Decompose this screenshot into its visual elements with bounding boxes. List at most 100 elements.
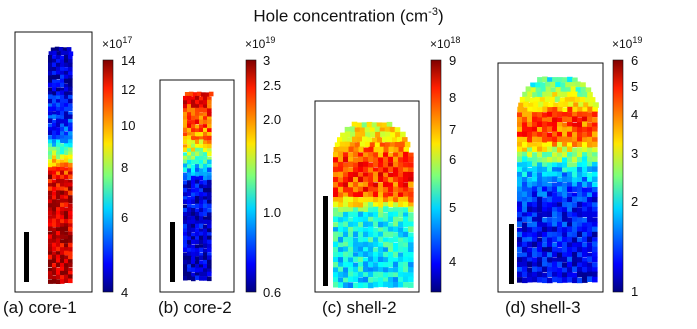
map-pixel: [60, 262, 65, 268]
map-pixel: [56, 62, 61, 68]
map-pixel: [388, 272, 394, 278]
map-pixel: [373, 206, 379, 213]
panel-b-frame: [159, 79, 235, 293]
map-pixel: [388, 282, 394, 288]
map-pixel: [348, 152, 354, 158]
map-pixel: [60, 107, 65, 112]
map-pixel: [52, 119, 57, 125]
map-pixel: [191, 115, 196, 121]
map-pixel: [195, 171, 200, 177]
map-pixel: [183, 108, 188, 113]
map-pixel: [343, 146, 350, 153]
map-pixel: [183, 124, 188, 129]
map-pixel: [577, 222, 583, 229]
map-pixel: [363, 231, 369, 238]
map-pixel: [368, 172, 374, 179]
map-pixel: [532, 257, 538, 263]
map-pixel: [559, 97, 566, 104]
map-pixel: [403, 237, 409, 243]
map-pixel: [183, 155, 188, 161]
map-pixel: [567, 106, 573, 113]
map-pixel: [343, 272, 349, 279]
map-pixel: [572, 192, 578, 199]
map-pixel: [383, 177, 389, 183]
map-pixel: [199, 163, 204, 169]
map-pixel: [522, 256, 528, 263]
map-pixel: [52, 267, 57, 272]
map-pixel: [393, 161, 399, 168]
map-pixel: [195, 115, 200, 121]
map-pixel: [60, 206, 65, 212]
map-pixel: [199, 152, 204, 157]
map-pixel: [348, 241, 354, 248]
map-pixel: [542, 171, 548, 178]
map-pixel: [363, 272, 369, 278]
map-pixel: [527, 187, 533, 194]
map-pixel: [542, 91, 548, 98]
map-pixel: [393, 267, 399, 273]
map-pixel: [394, 142, 401, 148]
map-pixel: [388, 182, 394, 189]
map-pixel: [207, 183, 212, 188]
map-pixel: [333, 236, 339, 243]
map-pixel: [187, 123, 192, 129]
map-pixel: [203, 255, 208, 261]
map-pixel: [343, 172, 349, 178]
map-pixel: [195, 128, 200, 133]
map-pixel: [203, 216, 208, 221]
map-pixel: [183, 207, 188, 213]
map-pixel: [582, 222, 588, 229]
map-pixel: [183, 104, 188, 109]
map-pixel: [537, 146, 543, 153]
map-pixel: [64, 146, 69, 152]
map-pixel: [592, 211, 598, 218]
map-pixel: [343, 241, 349, 248]
map-pixel: [56, 187, 61, 192]
map-pixel: [183, 100, 188, 105]
map-pixel: [207, 156, 212, 162]
map-pixel: [542, 226, 548, 233]
map-pixel: [338, 242, 344, 249]
map-pixel: [183, 115, 188, 121]
map-pixel: [593, 102, 599, 108]
map-pixel: [567, 146, 573, 153]
map-pixel: [60, 66, 65, 72]
map-pixel: [557, 167, 563, 173]
map-pixel: [187, 264, 192, 270]
map-pixel: [64, 139, 69, 145]
map-pixel: [378, 146, 385, 153]
map-pixel: [363, 261, 369, 267]
map-pixel: [68, 271, 73, 276]
map-pixel: [552, 127, 558, 133]
map-pixel: [207, 203, 212, 209]
map-pixel: [68, 198, 73, 204]
map-pixel: [187, 220, 192, 225]
map-pixel: [378, 267, 384, 273]
map-pixel: [60, 102, 65, 108]
map-pixel: [592, 161, 598, 168]
map-pixel: [191, 188, 196, 193]
map-pixel: [347, 137, 353, 143]
map-pixel: [580, 86, 587, 93]
map-pixel: [403, 167, 409, 173]
map-pixel: [195, 168, 200, 173]
map-pixel: [373, 147, 380, 153]
map-pixel: [358, 211, 364, 218]
map-pixel: [60, 211, 65, 216]
map-pixel: [48, 246, 53, 252]
map-pixel: [582, 267, 588, 273]
map-pixel: [64, 74, 69, 80]
map-pixel: [552, 146, 558, 153]
map-pixel: [191, 239, 196, 244]
map-pixel: [48, 147, 53, 152]
map-pixel: [52, 211, 57, 216]
map-pixel: [363, 197, 369, 203]
map-pixel: [68, 171, 73, 176]
map-pixel: [203, 107, 208, 113]
map-pixel: [567, 277, 573, 283]
map-pixel: [378, 256, 384, 263]
map-pixel: [552, 186, 558, 193]
map-pixel: [517, 162, 523, 168]
map-pixel: [577, 211, 583, 218]
map-pixel: [207, 116, 212, 122]
